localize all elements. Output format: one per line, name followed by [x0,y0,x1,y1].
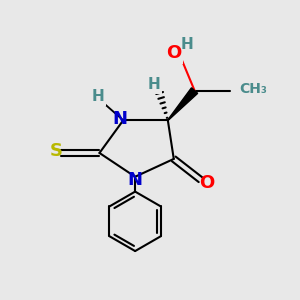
Text: H: H [92,89,104,104]
Text: CH₃: CH₃ [239,82,267,96]
Polygon shape [168,88,198,121]
Text: H: H [148,77,161,92]
Text: N: N [113,110,128,128]
Text: S: S [50,142,63,160]
Text: O: O [199,174,214,192]
Text: N: N [128,171,142,189]
Text: O: O [166,44,182,62]
Text: H: H [181,37,194,52]
